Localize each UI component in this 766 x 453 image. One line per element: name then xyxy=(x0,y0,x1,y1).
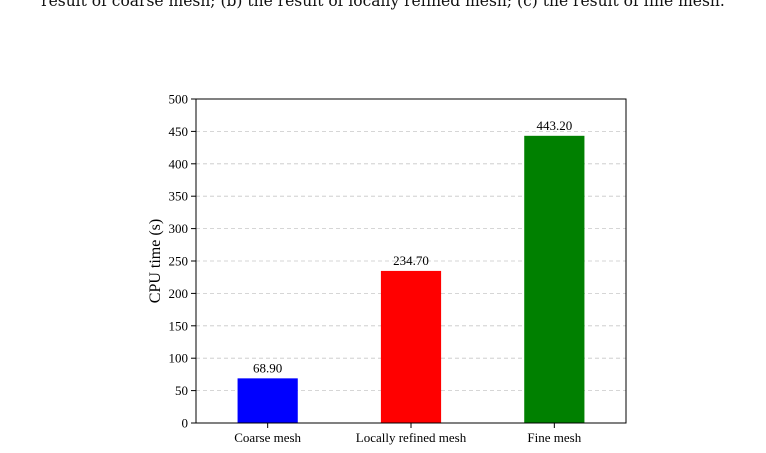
y-axis-label: CPU time (s) xyxy=(147,219,164,303)
bar-value-label: 234.70 xyxy=(393,253,429,268)
y-tick-label: 50 xyxy=(175,383,188,398)
y-tick-label: 400 xyxy=(169,156,189,171)
y-tick-label: 100 xyxy=(169,351,189,366)
bar-value-label: 443.20 xyxy=(536,118,572,133)
x-tick-label: Locally refined mesh xyxy=(356,430,467,445)
y-tick-label: 450 xyxy=(169,124,189,139)
bar xyxy=(524,135,585,423)
y-tick-label: 150 xyxy=(169,318,189,333)
bars xyxy=(237,135,585,423)
y-tick-label: 250 xyxy=(169,254,189,269)
axes: 0 50 100 150 200 250 300 350 400 450 500 Coarse mes… xyxy=(169,92,627,445)
y-tick-label: 300 xyxy=(169,221,189,236)
y-tick-label: 350 xyxy=(169,189,189,204)
bar xyxy=(380,270,442,423)
plot-frame xyxy=(195,98,627,424)
figure-caption: result of coarse mesh; (b) the result of… xyxy=(41,0,725,10)
y-tick-label: 0 xyxy=(182,416,189,431)
bar xyxy=(237,378,298,423)
y-tick-label: 200 xyxy=(169,286,189,301)
y-tick-label: 500 xyxy=(169,92,189,107)
data-labels: 68.90 234.70 443.20 xyxy=(253,118,572,376)
x-tick-label: Fine mesh xyxy=(527,430,581,445)
x-tick-label: Coarse mesh xyxy=(234,430,301,445)
bar-value-label: 68.90 xyxy=(253,360,282,375)
